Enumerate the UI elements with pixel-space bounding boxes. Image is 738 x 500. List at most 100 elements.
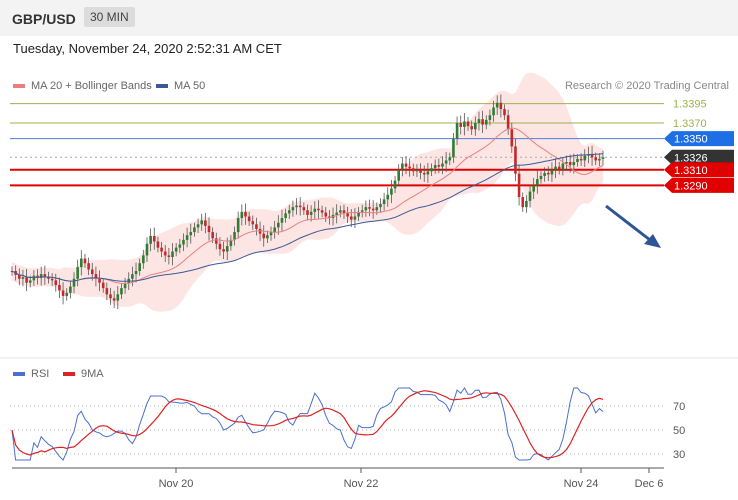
candle <box>444 160 448 164</box>
candle <box>441 163 444 167</box>
candle <box>481 119 484 125</box>
candle <box>138 263 141 272</box>
candle <box>492 107 495 116</box>
candle <box>32 275 36 281</box>
rsi-tick-label: 50 <box>673 425 685 437</box>
candle <box>145 243 149 256</box>
candle <box>277 222 280 228</box>
candle <box>306 210 309 215</box>
candle <box>536 179 539 186</box>
candle <box>357 211 360 217</box>
candle <box>196 224 200 228</box>
candle <box>80 258 83 268</box>
x-tick-label: Nov 20 <box>159 478 194 490</box>
candle <box>189 232 193 236</box>
candle <box>109 294 112 299</box>
candle <box>448 157 452 161</box>
candle <box>291 207 295 211</box>
candle <box>214 238 218 244</box>
candle <box>58 285 61 291</box>
level-label-1.3326: 1.3326 <box>674 152 708 164</box>
candle <box>517 173 521 198</box>
candle <box>375 207 379 211</box>
level-label-1.3310: 1.3310 <box>674 165 708 177</box>
candle <box>50 278 54 281</box>
ma50-line <box>11 153 604 282</box>
level-label-1.3370: 1.3370 <box>673 118 707 130</box>
candle <box>510 129 514 147</box>
candle <box>112 298 116 301</box>
candle <box>557 166 561 170</box>
candle <box>422 172 426 175</box>
candle <box>54 280 58 286</box>
candle <box>379 204 382 208</box>
candle <box>17 274 21 279</box>
level-tag-1.3310 <box>664 162 734 178</box>
candle <box>397 169 401 181</box>
candle <box>240 211 244 219</box>
ma50-swatch <box>156 84 168 88</box>
candle <box>174 247 178 252</box>
candle <box>546 172 550 175</box>
candle <box>39 274 43 279</box>
candle <box>455 123 459 139</box>
timeframe-button[interactable]: 30 MIN <box>84 7 135 27</box>
candle <box>488 115 492 120</box>
candle <box>404 163 408 167</box>
ma20-swatch <box>13 84 25 88</box>
candle <box>470 126 473 130</box>
candle <box>76 267 79 279</box>
candle <box>167 255 171 257</box>
candle <box>193 227 196 233</box>
level-label-1.3395: 1.3395 <box>673 99 707 111</box>
candle <box>98 278 101 283</box>
rsi-tick-label: 30 <box>673 449 685 461</box>
copyright-credit: Research © 2020 Trading Central <box>564 80 729 92</box>
candle <box>200 220 204 225</box>
level-tag-1.3290 <box>664 177 734 193</box>
ma20-line <box>11 127 604 285</box>
candle <box>320 210 324 213</box>
bollinger-band <box>12 72 603 312</box>
instrument-symbol[interactable]: GBP/USD <box>12 11 76 27</box>
candle <box>525 200 528 208</box>
candle <box>495 102 499 108</box>
candle <box>284 213 287 219</box>
legend-ma50-label: MA 50 <box>174 80 206 92</box>
legend-rsi: RSI <box>13 368 49 380</box>
candle <box>539 176 543 180</box>
candle <box>28 280 32 283</box>
candle <box>353 216 357 220</box>
candle <box>72 278 76 287</box>
ma9-swatch <box>63 372 75 376</box>
candle <box>131 274 134 279</box>
candle <box>565 161 568 164</box>
candle <box>149 235 152 244</box>
candle <box>222 249 225 252</box>
candle <box>521 197 525 208</box>
candle <box>583 155 587 161</box>
level-label-1.3350: 1.3350 <box>674 134 708 146</box>
level-tag-1.3350 <box>664 131 734 147</box>
legend-rsi-label: RSI <box>31 368 50 380</box>
candle <box>415 169 419 172</box>
candle <box>568 161 572 166</box>
candle <box>528 191 532 201</box>
candle <box>251 221 255 225</box>
candle <box>550 169 554 175</box>
candle <box>339 210 342 213</box>
legend-ma50: MA 50 <box>156 80 205 92</box>
candle <box>156 241 160 248</box>
candle <box>579 158 583 161</box>
candle <box>411 168 415 172</box>
candle <box>83 258 87 264</box>
x-tick-label: Dec 6 <box>635 478 664 490</box>
candle <box>211 232 214 239</box>
candle <box>463 121 466 127</box>
legend-ma20-label: MA 20 + Bollinger Bands <box>31 80 152 92</box>
rsi-ma-line <box>11 390 604 459</box>
level-tag-1.3326 <box>664 149 734 165</box>
candle <box>61 290 65 296</box>
candle <box>152 235 156 242</box>
